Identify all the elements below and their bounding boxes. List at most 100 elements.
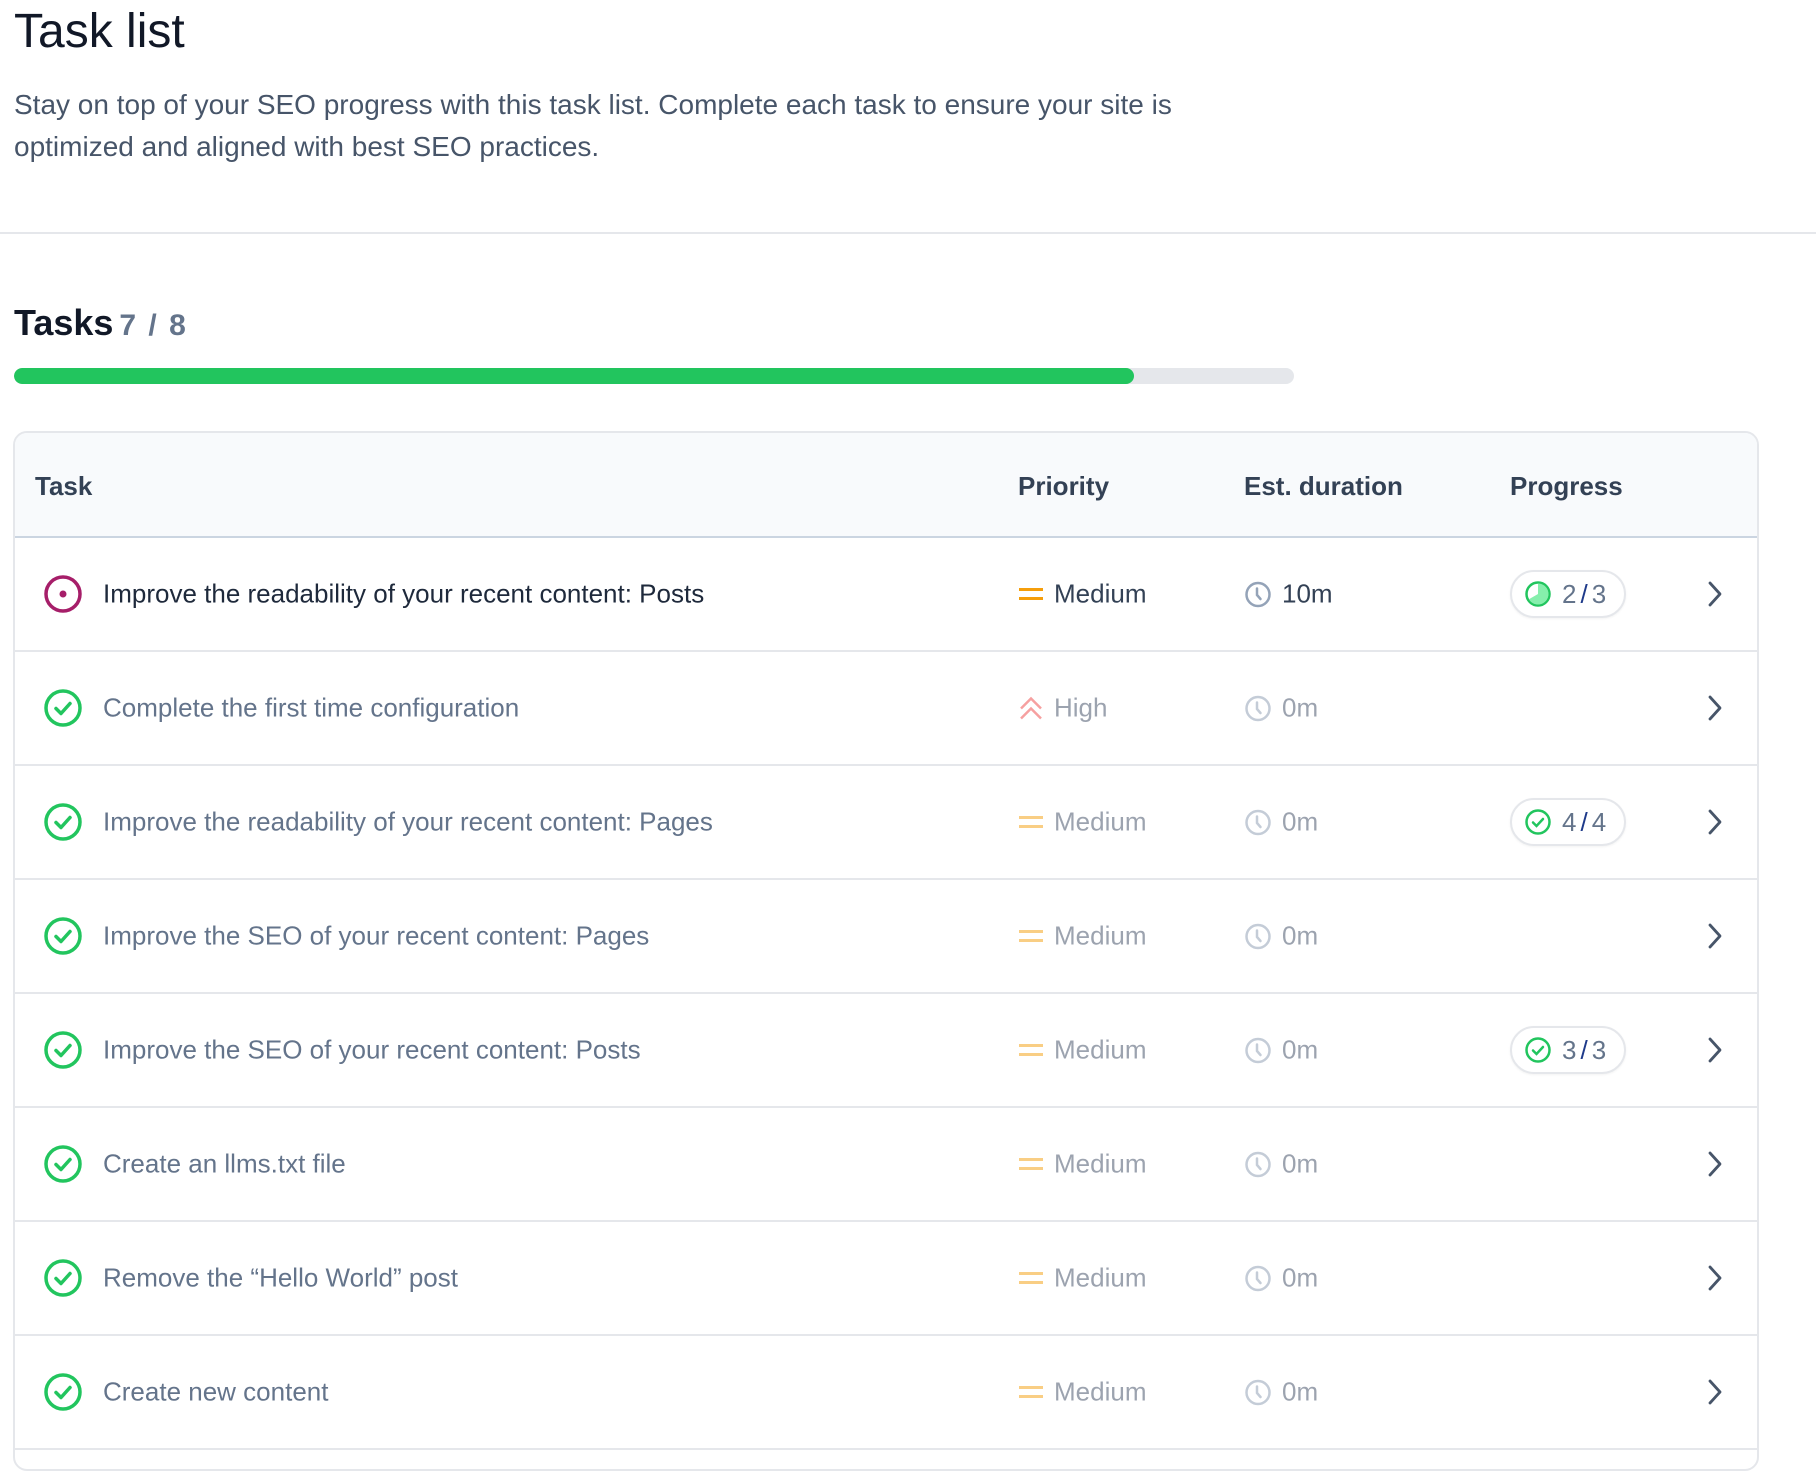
chevron-right-icon[interactable] [1703, 693, 1727, 723]
priority-medium-icon [1019, 1385, 1043, 1398]
column-priority: Priority [1018, 471, 1110, 501]
task-title[interactable]: Improve the SEO of your recent content: … [103, 1034, 641, 1065]
priority-label: Medium [1054, 920, 1147, 951]
chevron-right-icon[interactable] [1703, 579, 1727, 609]
priority-medium-icon [1019, 929, 1043, 942]
pie-icon [1525, 581, 1551, 607]
priority-medium-icon [1019, 815, 1043, 828]
duration-cell: 0m [1244, 1263, 1318, 1294]
clock-icon [1245, 1151, 1271, 1177]
task-title[interactable]: Improve the readability of your recent c… [103, 578, 705, 609]
check-circle-icon [44, 917, 82, 955]
priority-label: Medium [1054, 1148, 1147, 1179]
task-title[interactable]: Complete the first time configuration [103, 692, 520, 723]
in-progress-icon [44, 575, 82, 613]
duration-label: 0m [1282, 806, 1319, 837]
chevron-right-icon[interactable] [1703, 1035, 1727, 1065]
progress-badge: 2/3 [1510, 570, 1627, 618]
progress-done: 2 [1562, 578, 1577, 609]
divider [0, 232, 1816, 234]
duration-cell: 0m [1244, 921, 1318, 952]
tasks-label: Tasks [14, 302, 114, 343]
check-circle-icon [44, 803, 82, 841]
priority-cell: High [1018, 693, 1107, 724]
check-circle-icon [44, 1259, 82, 1297]
priority-medium-icon [1019, 1271, 1043, 1284]
task-table: Task Priority Est. duration Progress Imp… [13, 431, 1759, 1471]
duration-label: 10m [1282, 578, 1333, 609]
duration-cell: 0m [1244, 1035, 1318, 1066]
check-circle-icon [1525, 1037, 1551, 1063]
task-title[interactable]: Create an llms.txt file [103, 1148, 346, 1179]
progress-done: 4 [1562, 806, 1577, 837]
table-row[interactable]: Complete the first time configuration Hi… [15, 652, 1757, 766]
priority-cell: Medium [1018, 1149, 1146, 1180]
table-row[interactable]: Create an llms.txt file Medium 0m [15, 1108, 1757, 1222]
task-title[interactable]: Remove the “Hello World” post [103, 1262, 458, 1293]
duration-label: 0m [1282, 1376, 1319, 1407]
priority-cell: Medium [1018, 1377, 1146, 1408]
table-row[interactable]: Create new content Medium 0m [15, 1336, 1757, 1450]
duration-label: 0m [1282, 1034, 1319, 1065]
progress-total: 3 [1591, 578, 1607, 609]
progress-done: 3 [1562, 1034, 1577, 1065]
chevron-right-icon[interactable] [1703, 1377, 1727, 1407]
priority-medium-icon [1019, 587, 1043, 600]
progress-badge: 4/4 [1510, 798, 1627, 846]
clock-icon [1245, 695, 1271, 721]
progress-total: 4 [1591, 806, 1607, 837]
table-row[interactable]: Improve the readability of your recent c… [15, 538, 1757, 652]
priority-cell: Medium [1018, 807, 1146, 838]
page-title: Task list [14, 5, 185, 58]
chevron-right-icon[interactable] [1703, 921, 1727, 951]
duration-cell: 0m [1244, 693, 1318, 724]
column-task: Task [35, 471, 93, 501]
clock-icon [1245, 923, 1271, 949]
task-title[interactable]: Improve the readability of your recent c… [103, 806, 713, 837]
check-circle-icon [44, 1031, 82, 1069]
table-header: Task Priority Est. duration Progress [15, 433, 1757, 538]
table-row[interactable]: Improve the SEO of your recent content: … [15, 994, 1757, 1108]
duration-cell: 0m [1244, 1149, 1318, 1180]
chevron-right-icon[interactable] [1703, 807, 1727, 837]
tasks-progress-fill [14, 368, 1134, 384]
duration-label: 0m [1282, 692, 1319, 723]
clock-icon [1245, 809, 1271, 835]
tasks-count: 7 / 8 [119, 309, 188, 342]
clock-icon [1245, 1037, 1271, 1063]
check-circle-icon [44, 1373, 82, 1411]
priority-medium-icon [1019, 1043, 1043, 1056]
check-circle-icon [44, 689, 82, 727]
duration-label: 0m [1282, 1262, 1319, 1293]
page-description: Stay on top of your SEO progress with th… [14, 89, 1172, 162]
duration-cell: 0m [1244, 1377, 1318, 1408]
table-row[interactable]: Remove the “Hello World” post Medium 0m [15, 1222, 1757, 1336]
duration-label: 0m [1282, 920, 1319, 951]
column-progress: Progress [1510, 471, 1623, 501]
priority-cell: Medium [1018, 579, 1146, 610]
clock-icon [1245, 1379, 1271, 1405]
chevron-right-icon[interactable] [1703, 1263, 1727, 1293]
task-title[interactable]: Create new content [103, 1376, 329, 1407]
priority-label: Medium [1054, 1376, 1147, 1407]
duration-cell: 0m [1244, 807, 1318, 838]
priority-cell: Medium [1018, 1263, 1146, 1294]
clock-icon [1245, 1265, 1271, 1291]
progress-badge: 3/3 [1510, 1026, 1627, 1074]
priority-label: High [1054, 692, 1108, 723]
chevron-right-icon[interactable] [1703, 1149, 1727, 1179]
task-title[interactable]: Improve the SEO of your recent content: … [103, 920, 650, 951]
table-row[interactable]: Improve the SEO of your recent content: … [15, 880, 1757, 994]
priority-cell: Medium [1018, 1035, 1146, 1066]
priority-label: Medium [1054, 806, 1147, 837]
check-circle-icon [1525, 809, 1551, 835]
progress-total: 3 [1591, 1034, 1607, 1065]
priority-label: Medium [1054, 1262, 1147, 1293]
tasks-heading: Tasks 7 / 8 [14, 302, 188, 344]
clock-icon [1245, 581, 1271, 607]
duration-cell: 10m [1244, 579, 1333, 610]
table-row[interactable]: Improve the readability of your recent c… [15, 766, 1757, 880]
check-circle-icon [44, 1145, 82, 1183]
priority-label: Medium [1054, 1034, 1147, 1065]
priority-label: Medium [1054, 578, 1147, 609]
